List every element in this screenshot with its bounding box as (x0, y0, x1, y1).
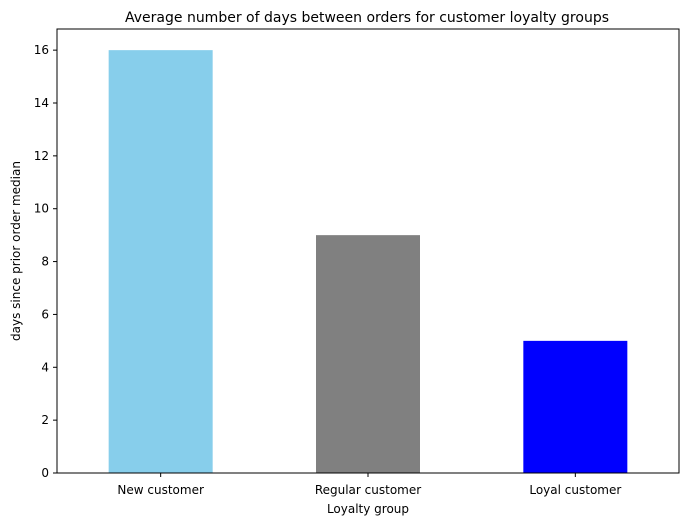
y-tick-label: 12 (34, 149, 49, 163)
x-tick-label: Regular customer (315, 483, 421, 497)
bar-regular-customer (316, 235, 420, 473)
x-tick-label: New customer (117, 483, 204, 497)
plot-frame (56, 28, 680, 474)
y-ticks-group: 0 2 4 6 8 10 12 14 16 (34, 43, 57, 480)
bars-group (108, 50, 628, 474)
bar-loyal-customer (523, 340, 628, 473)
y-tick-label: 8 (41, 255, 49, 269)
y-axis-label: days since prior order median (9, 161, 23, 341)
x-ticks-group: New customer Regular customer Loyal custom… (117, 473, 621, 497)
y-tick-label: 16 (34, 43, 49, 57)
bar-new-customer (108, 50, 213, 474)
y-tick-label: 10 (34, 202, 49, 216)
x-tick-label: Loyal customer (529, 483, 621, 497)
y-tick-label: 14 (34, 96, 49, 110)
y-tick-label: 6 (41, 307, 49, 321)
chart-title: Average number of days between orders fo… (125, 10, 609, 26)
y-tick-label: 2 (41, 413, 49, 427)
x-axis-label: Loyalty group (327, 502, 409, 516)
y-tick-label: 4 (41, 360, 49, 374)
y-tick-label: 0 (41, 466, 49, 480)
